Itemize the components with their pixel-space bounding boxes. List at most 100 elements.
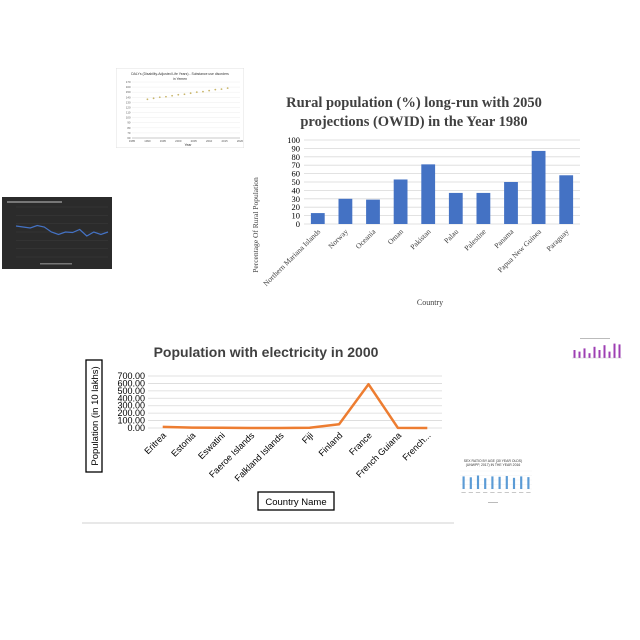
rural-chart-title-line1: Rural population (%) long-run with 2050	[286, 95, 542, 111]
sex-ratio-bar	[469, 477, 472, 489]
dalys-title-line1: DALYs (Disability-Adjusted Life Years) -…	[131, 72, 229, 76]
sex-ratio-thumbnail-chart: SEX RATIO BY AGE (30 YEAR OLDS) (UNWPP, …	[450, 455, 536, 509]
dalys-y-tick-label: 130	[126, 100, 131, 104]
electricity-x-axis-label: Country Name	[265, 497, 326, 508]
rural-y-tick-label: 40	[292, 185, 301, 195]
electricity-y-axis-label: Population (in 10 lakhs)	[90, 366, 101, 465]
dalys-y-tick-label: 170	[126, 80, 131, 84]
rural-x-axis-label: Country	[417, 298, 443, 307]
dalys-x-axis-label: Year	[184, 143, 192, 147]
sex-ratio-x-tick-blur	[461, 492, 466, 493]
electricity-chart: Population with electricity in 2000 Popu…	[82, 344, 454, 524]
dalys-y-tick-label: 120	[126, 105, 131, 109]
sex-ratio-x-tick-blur	[504, 492, 509, 493]
purple-bar	[578, 351, 581, 358]
rural-population-chart: Rural population (%) long-run with 2050 …	[251, 95, 580, 307]
electricity-y-tick-label: 0.00	[127, 423, 145, 433]
dalys-x-tick-label: 2005	[191, 139, 198, 143]
rural-bar	[310, 213, 325, 224]
electricity-x-label-box	[257, 491, 335, 511]
electricity-x-tick-label: French...	[401, 430, 433, 462]
sex-ratio-x-tick-blur	[490, 492, 495, 493]
dalys-x-tick-label: 2000	[175, 139, 182, 143]
purple-bar	[583, 348, 586, 358]
sex-ratio-x-tick-blur	[468, 492, 473, 493]
dalys-point	[146, 98, 149, 101]
dark-series-line	[15, 224, 109, 237]
dalys-y-tick-label: 150	[126, 90, 131, 94]
thumbnail-frame	[116, 68, 244, 148]
purple-bar	[618, 344, 621, 358]
purple-bar	[613, 343, 616, 358]
electricity-series-line	[162, 382, 428, 430]
electricity-x-tick-label: Estonia	[169, 430, 197, 458]
rural-bar	[504, 182, 518, 224]
dalys-point	[171, 94, 174, 97]
rural-y-tick-label: 10	[292, 211, 301, 221]
rural-y-tick-label: 90	[292, 143, 301, 153]
rural-bar	[531, 150, 546, 224]
electricity-y-label-box	[85, 359, 103, 473]
rural-bar	[338, 198, 353, 224]
electricity-x-tick-label: Fiji	[300, 430, 315, 445]
dalys-y-tick-label: 90	[127, 121, 131, 125]
purple-title-blur	[580, 338, 610, 339]
rural-x-tick-label: Norway	[326, 227, 350, 251]
purple-bar	[573, 350, 576, 358]
sex-ratio-x-tick-blur	[511, 492, 517, 493]
sex-ratio-title-line1: SEX RATIO BY AGE (30 YEAR OLDS)	[464, 459, 522, 463]
dalys-point	[220, 88, 223, 91]
rural-y-tick-label: 70	[292, 160, 301, 170]
rural-bar	[448, 192, 463, 224]
dalys-x-tick-label: 1995	[160, 139, 167, 143]
rural-y-tick-label: 50	[292, 177, 301, 187]
electricity-x-tick-label: France	[347, 430, 374, 457]
sex-ratio-bar	[476, 475, 480, 489]
dalys-y-tick-label: 160	[126, 85, 131, 89]
rural-x-tick-label: Paraguay	[545, 227, 571, 253]
rural-x-tick-label: Panama	[492, 227, 516, 251]
sex-ratio-bar	[491, 476, 494, 489]
rural-y-tick-label: 100	[287, 135, 300, 145]
purple-thumbnail-chart	[562, 336, 626, 368]
rural-y-tick-label: 0	[296, 219, 300, 229]
sex-ratio-bar	[484, 478, 487, 489]
electricity-chart-title: Population with electricity in 2000	[154, 344, 379, 360]
sex-ratio-x-tick-blur	[526, 492, 531, 493]
dalys-x-tick-label: 2020	[237, 139, 244, 143]
electricity-y-tick-label: 700.00	[117, 371, 145, 381]
sex-ratio-x-tick-blur	[483, 492, 488, 493]
dalys-y-tick-label: 60	[127, 136, 131, 140]
sex-ratio-title-line2: (UNWPP, 2017) IN THE YEAR 2016	[466, 463, 521, 467]
electricity-y-tick-label: 400.00	[117, 393, 145, 403]
dalys-point	[152, 97, 155, 100]
dalys-point	[195, 91, 198, 94]
rural-x-tick-label: Oman	[386, 227, 406, 247]
dalys-y-tick-label: 70	[127, 131, 131, 135]
rural-x-tick-label: Northern Mariana Islands	[261, 227, 322, 288]
rural-y-tick-label: 80	[292, 152, 301, 162]
dalys-y-tick-label: 100	[126, 116, 131, 120]
sex-ratio-x-tick-blur	[475, 492, 481, 493]
dalys-point	[183, 93, 186, 96]
rural-y-axis-label: Percentage Of Rural Population	[251, 177, 260, 273]
purple-bar	[588, 353, 591, 358]
rural-y-tick-label: 30	[292, 194, 301, 204]
electricity-x-tick-label: Finland	[317, 430, 345, 458]
dalys-point	[158, 96, 161, 99]
rural-bar	[393, 179, 408, 224]
sex-ratio-bar	[498, 476, 501, 489]
dark-thumbnail-chart	[2, 197, 112, 269]
sex-ratio-x-tick-blur	[497, 492, 502, 493]
dalys-point	[189, 92, 192, 95]
electricity-y-tick-label: 200.00	[117, 408, 145, 418]
electricity-y-tick-label: 600.00	[117, 378, 145, 388]
dalys-point	[226, 87, 229, 90]
dalys-y-tick-label: 140	[126, 95, 131, 99]
dark-title-blur	[7, 201, 62, 203]
dalys-x-tick-label: 1990	[144, 139, 151, 143]
sex-ratio-x-label-blur	[488, 502, 498, 503]
dalys-point	[202, 90, 204, 93]
rural-y-tick-label: 60	[292, 169, 301, 179]
dalys-point	[165, 95, 167, 98]
